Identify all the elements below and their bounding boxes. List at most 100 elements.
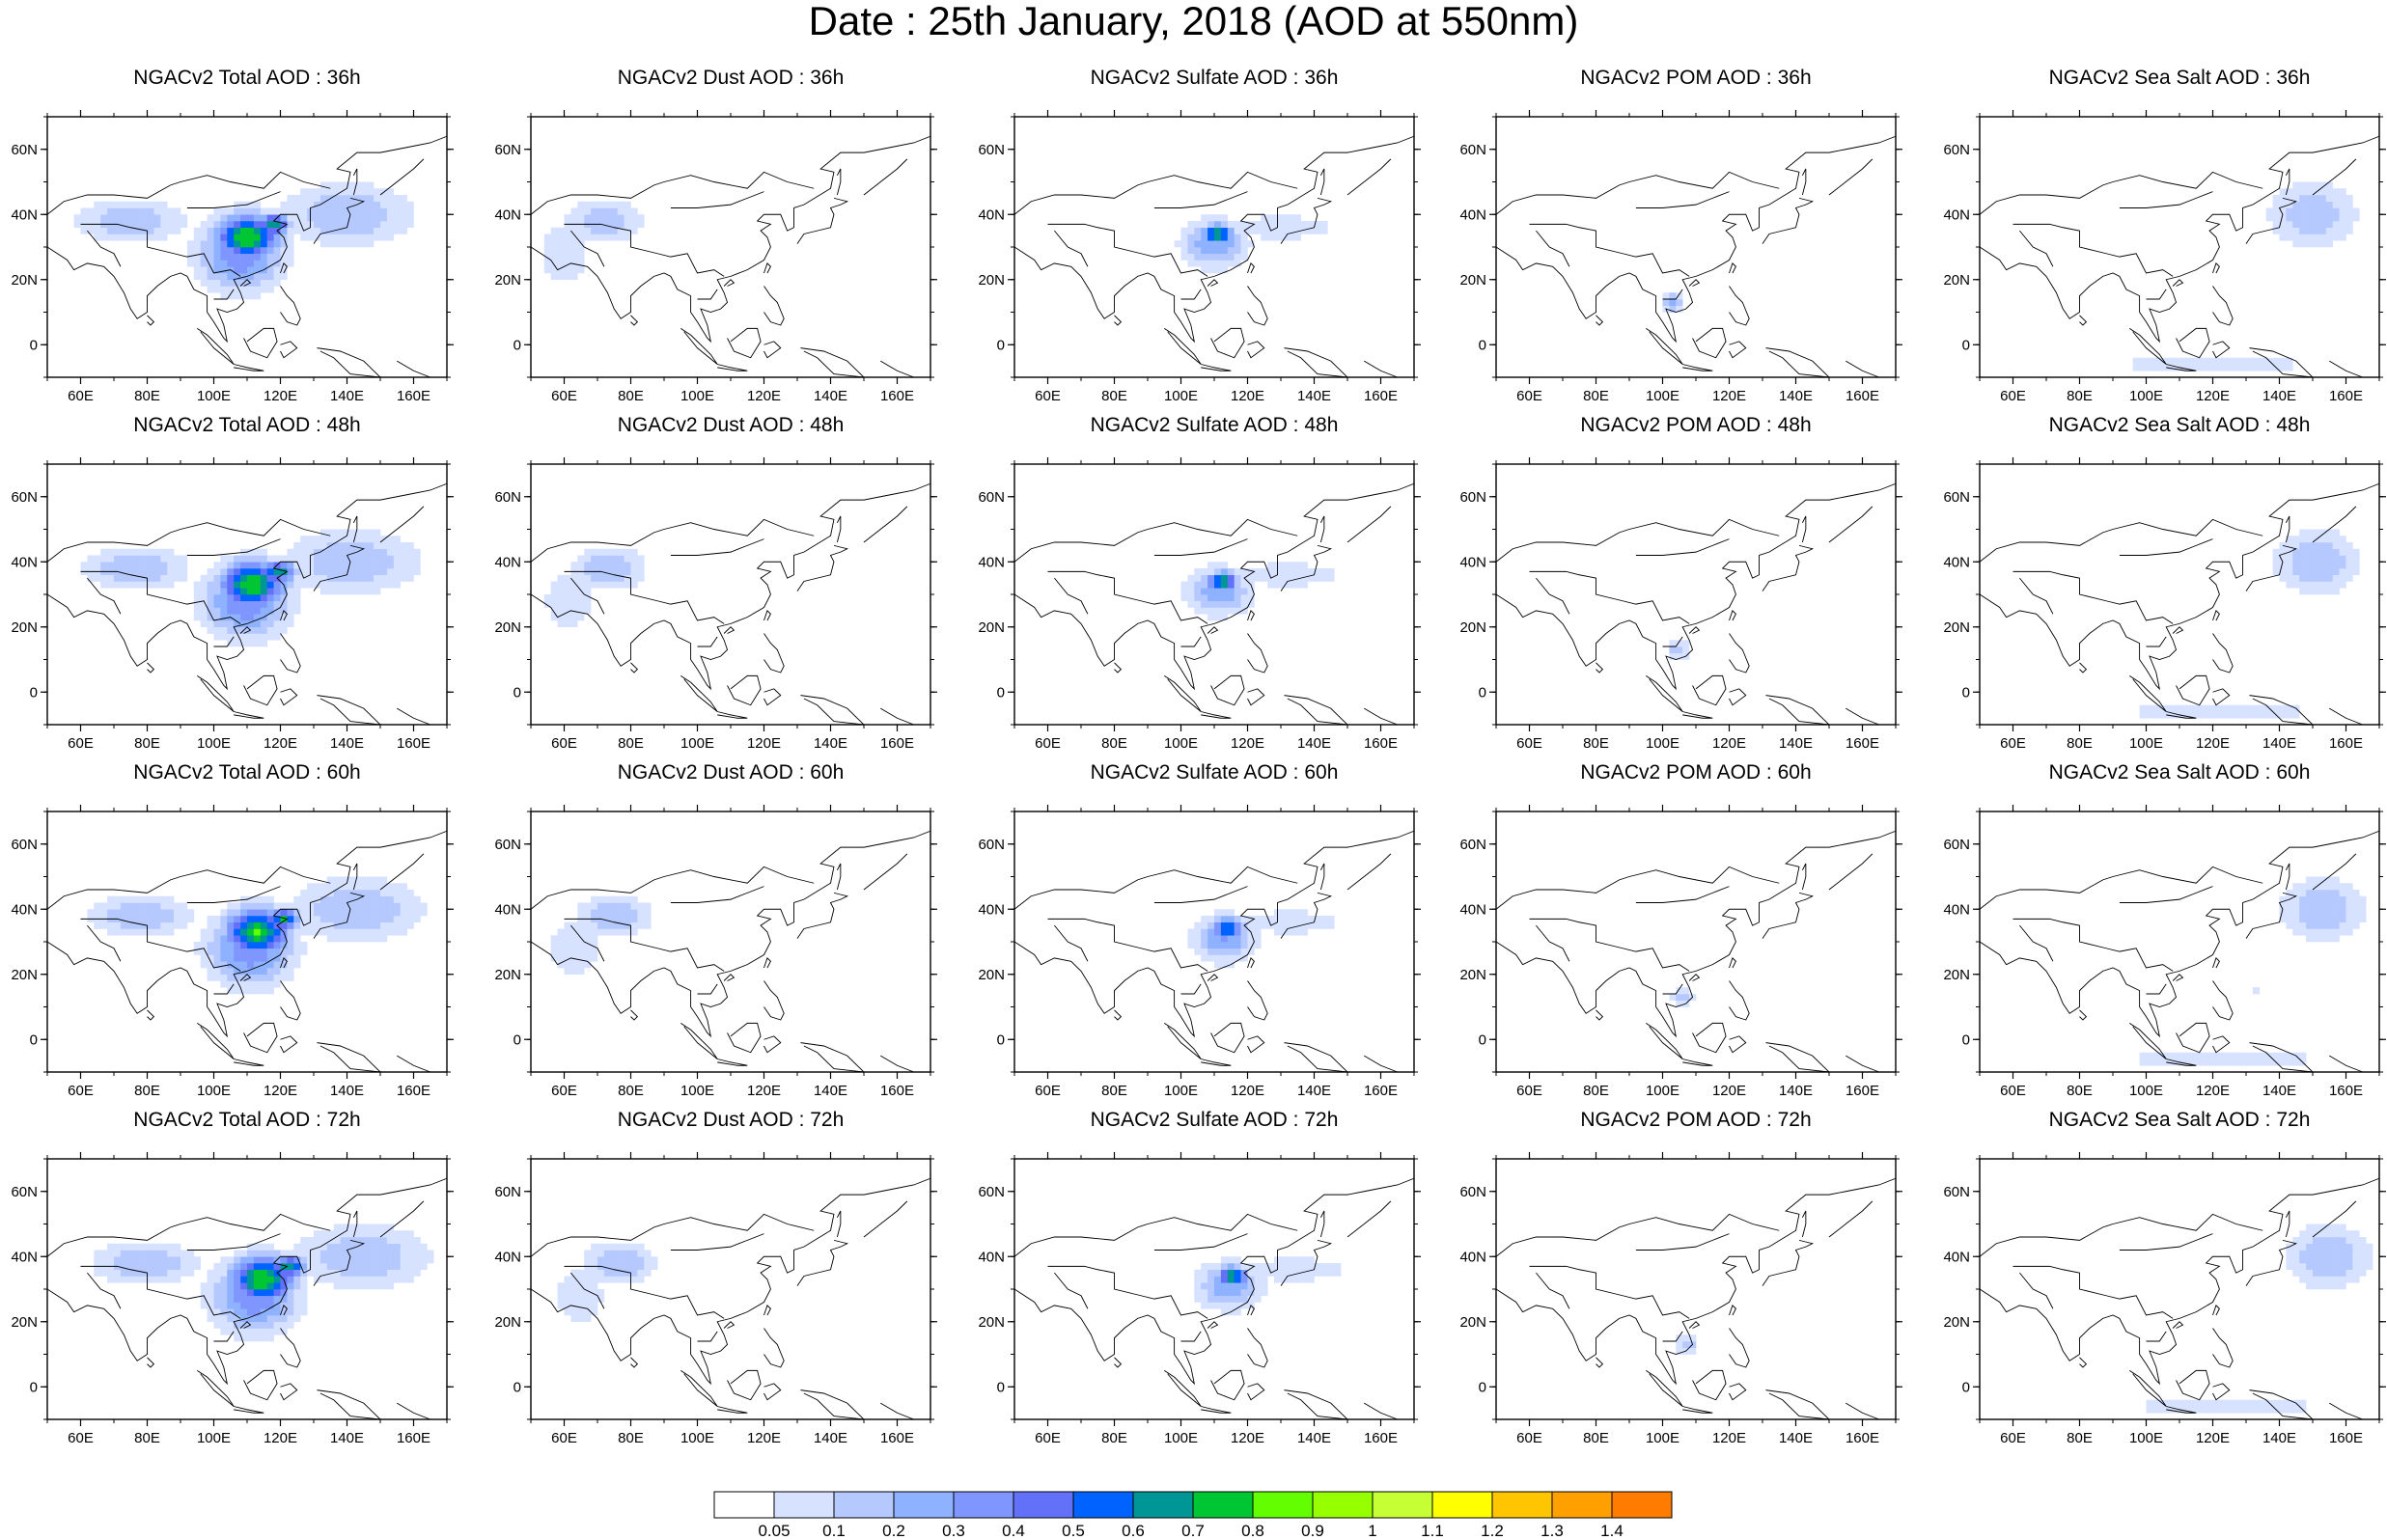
map-plot: 60E 80E 100E 120E 140E 160E 0 20N 40N 60N — [978, 1152, 1421, 1446]
lon-tick-label: 120E — [1712, 1083, 1746, 1099]
lon-tick-label: 120E — [1231, 388, 1264, 404]
lon-tick-label: 140E — [1779, 388, 1813, 404]
lat-tick-label: 0 — [513, 684, 521, 701]
lat-tick-label: 20N — [1943, 272, 1970, 289]
lon-tick-label: 160E — [1364, 1430, 1398, 1446]
lat-tick-label: 60N — [11, 489, 38, 506]
lat-tick-label: 0 — [997, 684, 1005, 701]
colorbar-label: 1.3 — [1540, 1522, 1564, 1540]
lon-tick-label: 140E — [330, 1430, 364, 1446]
panel-title: NGACv2 POM AOD : 48h — [1580, 414, 1812, 436]
lon-tick-label: 100E — [197, 1430, 231, 1446]
coastlines — [1979, 1177, 2380, 1420]
lat-tick-label: 0 — [1479, 1379, 1486, 1395]
lat-tick-label: 40N — [1459, 554, 1486, 570]
lon-tick-label: 160E — [880, 735, 914, 752]
lon-tick-label: 80E — [134, 1430, 160, 1446]
lon-tick-label: 140E — [814, 1430, 847, 1446]
map-panel: NGACv2 Sea Salt AOD : 48h 60E 80E 100E 120E 1… — [1943, 414, 2387, 752]
lon-tick-label: 60E — [68, 1430, 94, 1446]
panel-title: NGACv2 Sulfate AOD : 72h — [1090, 1109, 1339, 1131]
lon-tick-label: 160E — [1364, 735, 1398, 752]
lat-tick-label: 40N — [11, 206, 38, 223]
panel-title: NGACv2 Total AOD : 60h — [133, 761, 361, 784]
coastlines — [530, 135, 931, 378]
lon-tick-label: 60E — [1516, 1430, 1542, 1446]
lon-tick-label: 140E — [2262, 1430, 2296, 1446]
lon-tick-label: 120E — [264, 735, 297, 752]
lon-tick-label: 80E — [2067, 388, 2093, 404]
lat-tick-label: 40N — [1459, 206, 1486, 223]
colorbar-swatch — [1611, 1491, 1673, 1519]
lat-tick-label: 40N — [494, 554, 521, 570]
colorbar-swatch — [1312, 1491, 1374, 1519]
map-panel: NGACv2 Sulfate AOD : 48h 60E 80E 100E 120E 14… — [978, 414, 1444, 752]
lat-tick-label: 60N — [978, 489, 1005, 506]
lon-tick-label: 100E — [1646, 1430, 1679, 1446]
panel-title: NGACv2 POM AOD : 36h — [1580, 67, 1812, 89]
lon-tick-label: 100E — [1646, 388, 1679, 404]
lat-tick-label: 0 — [1962, 337, 1970, 353]
lat-tick-label: 40N — [978, 206, 1005, 223]
lon-tick-label: 60E — [551, 1083, 577, 1099]
coastlines — [1495, 482, 1897, 726]
lon-tick-label: 80E — [1101, 1430, 1127, 1446]
lon-tick-label: 140E — [814, 735, 847, 752]
lat-tick-label: 0 — [1962, 684, 1970, 701]
lon-tick-label: 80E — [2067, 735, 2093, 752]
map-plot: 60E 80E 100E 120E 140E 160E 0 20N 40N 60N — [978, 805, 1421, 1099]
lat-tick-label: 60N — [1943, 1184, 1970, 1200]
panel-title: NGACv2 Sulfate AOD : 60h — [1090, 761, 1339, 784]
lat-tick-label: 60N — [1943, 142, 1970, 158]
lon-tick-label: 80E — [134, 1083, 160, 1099]
lat-tick-label: 60N — [978, 837, 1005, 853]
lon-tick-label: 60E — [1516, 388, 1542, 404]
aod-field — [2139, 876, 2367, 1066]
lat-tick-label: 60N — [11, 142, 38, 158]
map-panel: NGACv2 Sulfate AOD : 72h 60E 80E 100E 120E 14… — [978, 1109, 1444, 1446]
panel-title: NGACv2 Sulfate AOD : 48h — [1090, 414, 1339, 436]
lat-tick-label: 20N — [978, 619, 1005, 636]
aod-colorbar: 0.05 0.1 0.2 0.3 0.4 0.5 0.6 0.7 0.8 0.9 1 1.1 1.2 1.… — [713, 1491, 1673, 1540]
lat-tick-label: 40N — [11, 901, 38, 918]
lon-tick-label: 120E — [2196, 1430, 2230, 1446]
aod-field — [73, 181, 414, 300]
lat-tick-label: 20N — [11, 967, 38, 983]
lon-tick-label: 140E — [330, 735, 364, 752]
lat-tick-label: 0 — [997, 1031, 1005, 1048]
lon-tick-label: 100E — [680, 388, 714, 404]
coastlines — [46, 135, 448, 378]
panel-title: NGACv2 Sea Salt AOD : 48h — [2048, 414, 2311, 436]
aod-field — [1180, 562, 1335, 621]
lon-tick-label: 120E — [1231, 735, 1264, 752]
coastlines — [1979, 482, 2380, 726]
lat-tick-label: 60N — [494, 837, 521, 853]
lat-tick-label: 20N — [494, 967, 521, 983]
map-plot: 60E 80E 100E 120E 140E 160E 0 20N 40N 60N — [494, 1152, 937, 1446]
lat-tick-label: 0 — [30, 1031, 38, 1048]
lon-tick-label: 100E — [1164, 735, 1198, 752]
lon-tick-label: 140E — [1779, 1430, 1813, 1446]
lat-tick-label: 60N — [494, 489, 521, 506]
lat-tick-label: 60N — [1459, 1184, 1486, 1200]
lon-tick-label: 140E — [814, 1083, 847, 1099]
lat-tick-label: 60N — [1459, 489, 1486, 506]
lat-tick-label: 60N — [1943, 837, 1970, 853]
lon-tick-label: 160E — [1846, 735, 1879, 752]
lon-tick-label: 60E — [1516, 735, 1542, 752]
lat-tick-label: 60N — [494, 142, 521, 158]
lon-tick-label: 100E — [197, 1083, 231, 1099]
lat-tick-label: 20N — [11, 1314, 38, 1331]
lon-tick-label: 140E — [2262, 735, 2296, 752]
coastlines — [1013, 135, 1415, 378]
panel-title: NGACv2 POM AOD : 60h — [1580, 761, 1812, 784]
lon-tick-label: 60E — [2000, 388, 2026, 404]
map-panel: NGACv2 Total AOD : 72h 60E 80E 100E 120E 140E… — [11, 1109, 477, 1446]
panel-title: NGACv2 Sea Salt AOD : 60h — [2048, 761, 2311, 784]
lon-tick-label: 80E — [618, 1083, 644, 1099]
panel-title: NGACv2 Total AOD : 72h — [133, 1109, 361, 1131]
map-panel: NGACv2 Sulfate AOD : 36h 60E 80E 100E 120E 14… — [978, 67, 1444, 404]
lat-tick-label: 20N — [978, 272, 1005, 289]
panel-title: NGACv2 Sea Salt AOD : 36h — [2048, 67, 2311, 89]
